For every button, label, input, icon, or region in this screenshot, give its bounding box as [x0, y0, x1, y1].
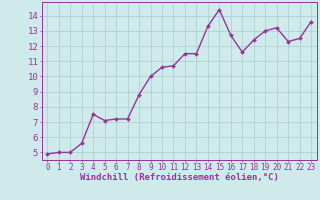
X-axis label: Windchill (Refroidissement éolien,°C): Windchill (Refroidissement éolien,°C): [80, 173, 279, 182]
